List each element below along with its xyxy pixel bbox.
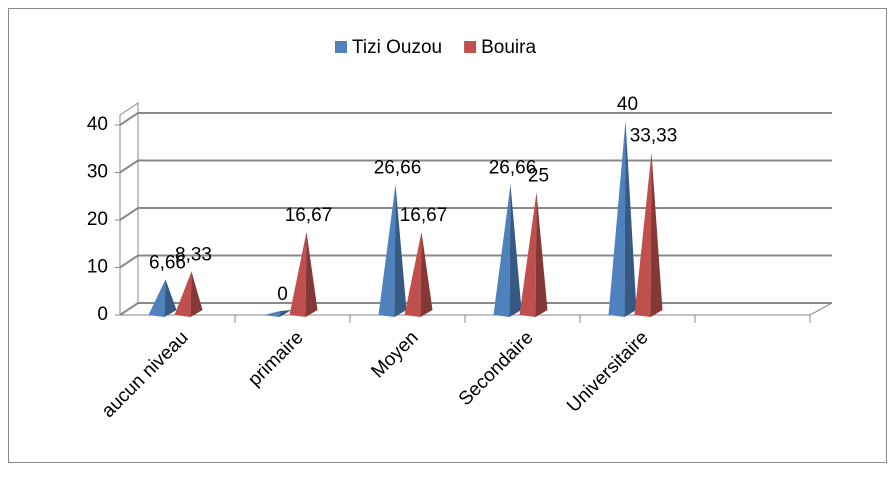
data-label: 0	[277, 284, 288, 305]
data-label: 33,33	[630, 126, 678, 147]
data-label: 6,66	[149, 252, 186, 273]
pyramid-shade	[190, 271, 203, 317]
pyramid-shade	[420, 231, 433, 317]
legend-label: Bouira	[481, 37, 536, 58]
pyramid-shade	[394, 184, 407, 317]
legend-label: Tizi Ouzou	[352, 37, 442, 58]
pyramid-shade	[509, 184, 522, 317]
pyramid	[263, 311, 281, 317]
legend-swatch	[464, 41, 477, 53]
data-label: 16,67	[285, 205, 333, 226]
data-label: 26,66	[489, 157, 537, 178]
pyramid	[378, 184, 396, 317]
pyramid-shade	[305, 231, 318, 317]
data-label: 26,66	[374, 157, 422, 178]
grid-line	[119, 302, 832, 316]
pyramid-shade	[279, 310, 292, 317]
grid-line	[119, 112, 832, 126]
y-tick-label: 20	[87, 209, 108, 230]
pyramid	[289, 231, 307, 317]
pyramid	[174, 271, 192, 317]
pyramid-shade	[164, 279, 177, 317]
legend-swatch	[335, 41, 347, 53]
pyramid	[608, 121, 626, 317]
pyramid-shade	[535, 192, 548, 317]
y-tick-label: 0	[97, 304, 108, 325]
data-label: 40	[617, 94, 638, 115]
grid-line	[119, 159, 832, 174]
pyramid	[634, 152, 652, 317]
pyramid-shade	[650, 152, 663, 317]
chart-frame	[8, 8, 887, 463]
data-label: 25	[528, 165, 549, 186]
grid-line	[119, 207, 832, 221]
y-tick-label: 10	[87, 257, 108, 278]
pyramid	[148, 279, 166, 317]
pyramid	[519, 192, 537, 317]
axis-wall	[119, 102, 139, 315]
data-label: 8,33	[175, 244, 212, 265]
pyramid-shade	[624, 121, 637, 317]
pyramid	[404, 231, 422, 317]
data-label: 16,67	[400, 205, 448, 226]
grid-line	[119, 254, 832, 269]
y-tick-label: 40	[87, 114, 108, 135]
y-tick-label: 30	[87, 162, 108, 183]
pyramid	[493, 184, 511, 317]
